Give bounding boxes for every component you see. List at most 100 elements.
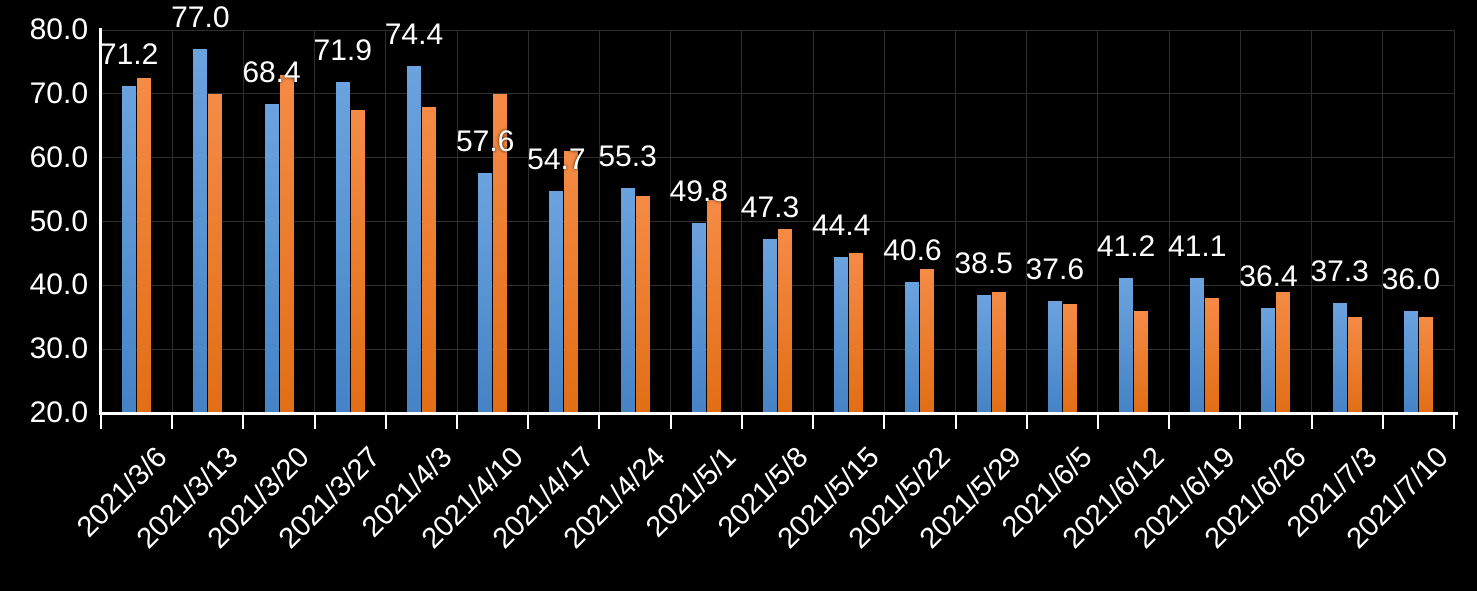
y-axis-line [99,28,102,415]
blue-series-bar [620,187,635,413]
gridline-horizontal [101,221,1454,222]
gridline-vertical [883,30,885,413]
x-axis-line [99,412,1458,415]
x-tick-mark [171,415,174,429]
blue-series-bar [193,49,208,413]
gridline-vertical [670,30,672,413]
x-tick-mark [1310,415,1313,429]
orange-series-bar [279,74,294,413]
data-label: 44.4 [812,209,871,243]
blue-series-bar [1261,308,1276,413]
data-label: 41.2 [1096,229,1156,263]
data-label: 68.4 [242,56,301,90]
orange-series-bar [1205,298,1220,413]
orange-series-bar [421,106,436,413]
gridline-horizontal [101,29,1454,31]
x-tick-mark [456,415,459,429]
gridline-vertical [527,30,529,413]
x-tick-mark [1168,415,1171,429]
gridline-vertical [598,30,600,413]
y-tick-label: 30.0 [29,332,88,366]
orange-series-bar [1276,291,1291,413]
gridline-vertical [1382,30,1384,413]
blue-series-bar [1047,300,1062,413]
y-tick-label: 20.0 [29,396,88,429]
blue-series-bar [1119,277,1134,413]
blue-series-bar [976,294,991,413]
data-label: 55.3 [598,139,657,173]
y-tick-label: 40.0 [29,268,88,302]
data-label: 41.1 [1168,230,1227,264]
gridline-vertical [456,30,458,413]
blue-series-bar [905,281,920,413]
data-label: 47.3 [740,190,800,224]
data-label: 36.4 [1239,260,1298,294]
data-label: 71.2 [99,38,159,72]
x-tick-mark [598,415,601,429]
gridline-vertical [812,30,814,413]
gridline-vertical [1168,30,1170,413]
blue-series-bar [478,172,493,413]
orange-series-bar [564,151,579,413]
y-tick-label: 60.0 [29,140,88,174]
gridline-horizontal [101,348,1454,350]
blue-series-bar [406,65,421,413]
gridline-horizontal [101,157,1454,159]
orange-series-bar [920,269,935,413]
gridline-vertical [955,30,957,413]
x-tick-mark [1453,415,1455,429]
x-tick-mark [384,415,387,429]
orange-series-bar [635,195,650,413]
y-tick-label: 50.0 [29,204,88,238]
orange-series-bar [1418,317,1433,413]
x-tick-mark [669,415,672,429]
blue-series-bar [549,191,564,413]
data-label: 71.9 [313,33,372,67]
blue-series-bar [122,86,137,413]
gridline-horizontal [101,93,1454,95]
gridline-vertical [1453,30,1455,413]
orange-series-bar [1134,310,1149,413]
x-tick-mark [883,415,886,429]
data-label: 38.5 [954,246,1013,280]
plot-area: 71.2 77.0 68.4 71.9 74.4 57.6 54.7 55.3 49.8 47.3… [100,1,1455,413]
gridline-vertical [1097,30,1099,413]
gridline-vertical [1026,30,1028,413]
blue-series-bar [763,238,777,413]
orange-series-bar [208,93,223,413]
data-label: 74.4 [384,17,444,51]
orange-series-bar [493,93,508,413]
orange-series-bar [849,253,864,413]
x-tick-mark [1025,415,1028,429]
orange-series-bar [350,109,365,413]
y-tick-label: 70.0 [29,76,88,110]
blue-series-bar [1332,302,1347,413]
x-tick-mark [740,415,743,429]
x-tick-mark [527,415,530,429]
orange-series-bar [991,291,1006,413]
orange-series-bar [706,199,721,413]
x-tick-mark [812,415,815,429]
y-tick-label: 80.0 [29,13,88,46]
gridline-vertical [1311,30,1313,413]
x-tick-mark [1381,415,1384,429]
x-tick-mark [313,415,316,429]
gridline-vertical [741,30,743,413]
blue-series-bar [691,222,706,413]
data-label: 36.0 [1381,262,1441,296]
x-tick-mark [1096,415,1099,429]
x-tick-mark [1239,415,1242,429]
gridline-vertical [242,30,244,413]
x-tick-mark [242,415,245,429]
gridline-vertical [385,30,387,413]
data-label: 49.8 [669,174,728,208]
blue-series-bar [264,104,279,413]
blue-series-bar [834,257,849,413]
blue-series-bar [335,81,350,413]
data-label: 54.7 [527,143,586,177]
data-label: 40.6 [883,233,942,267]
gridline-vertical [171,30,173,413]
orange-series-bar [1062,304,1077,413]
blue-series-bar [1403,310,1418,413]
data-label: 77.0 [171,1,230,35]
